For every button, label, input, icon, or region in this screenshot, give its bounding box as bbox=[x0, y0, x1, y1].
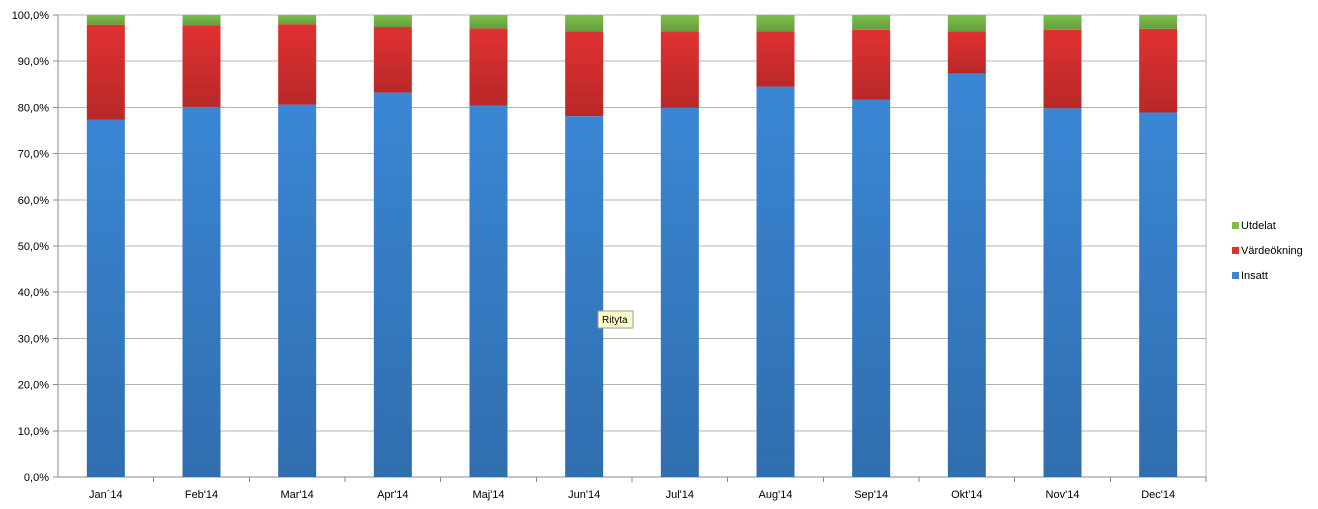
bar-utdelat bbox=[1139, 15, 1178, 29]
bar-v-rde-kning bbox=[1043, 29, 1082, 109]
bar-v-rde-kning bbox=[947, 31, 986, 74]
legend-label: Insatt bbox=[1241, 270, 1268, 282]
y-tick-label: 50,0% bbox=[18, 241, 49, 253]
bar-v-rde-kning bbox=[373, 27, 412, 93]
bar-v-rde-kning bbox=[278, 24, 317, 105]
bar-utdelat bbox=[660, 15, 699, 32]
bar-utdelat bbox=[278, 15, 317, 25]
bar-insatt bbox=[86, 119, 125, 478]
bar-utdelat bbox=[947, 15, 986, 32]
y-tick-label: 90,0% bbox=[18, 56, 49, 68]
tooltip-text: Rityta bbox=[602, 315, 628, 326]
x-tick-label: Mar'14 bbox=[281, 489, 314, 501]
legend-swatch bbox=[1232, 222, 1239, 229]
bar-insatt bbox=[1139, 112, 1178, 478]
bar-v-rde-kning bbox=[852, 29, 891, 100]
bar-utdelat bbox=[469, 15, 508, 29]
bar-v-rde-kning bbox=[565, 31, 604, 117]
bar-utdelat bbox=[373, 15, 412, 28]
legend-swatch bbox=[1232, 272, 1239, 279]
bar-v-rde-kning bbox=[660, 31, 699, 108]
bar-utdelat bbox=[86, 15, 125, 25]
bar-v-rde-kning bbox=[182, 25, 221, 107]
x-tick-label: Jun'14 bbox=[568, 489, 600, 501]
y-tick-label: 10,0% bbox=[18, 426, 49, 438]
bar-v-rde-kning bbox=[756, 31, 795, 87]
bar-insatt bbox=[756, 86, 795, 478]
bar-v-rde-kning bbox=[86, 24, 125, 120]
bar-utdelat bbox=[182, 15, 221, 26]
x-tick-label: Nov'14 bbox=[1046, 489, 1080, 501]
bar-insatt bbox=[852, 99, 891, 478]
x-tick-label: Feb'14 bbox=[185, 489, 218, 501]
x-tick-label: Dec'14 bbox=[1141, 489, 1175, 501]
y-tick-label: 70,0% bbox=[18, 149, 49, 161]
legend-swatch bbox=[1232, 247, 1239, 254]
y-tick-label: 100,0% bbox=[12, 10, 50, 22]
y-tick-label: 20,0% bbox=[18, 380, 49, 392]
y-tick-label: 30,0% bbox=[18, 333, 49, 345]
y-tick-label: 80,0% bbox=[18, 102, 49, 114]
y-tick-label: 0,0% bbox=[24, 472, 49, 484]
x-tick-label: Jan´14 bbox=[89, 489, 123, 501]
x-tick-label: Sep'14 bbox=[854, 489, 888, 501]
bar-utdelat bbox=[756, 15, 795, 32]
bar-utdelat bbox=[1043, 15, 1082, 30]
y-tick-label: 40,0% bbox=[18, 287, 49, 299]
x-tick-label: Okt'14 bbox=[951, 489, 982, 501]
x-tick-label: Maj'14 bbox=[472, 489, 504, 501]
bar-v-rde-kning bbox=[1139, 28, 1178, 113]
x-tick-label: Aug'14 bbox=[759, 489, 793, 501]
tooltip-box bbox=[597, 310, 634, 329]
bar-insatt bbox=[278, 104, 317, 478]
bar-insatt bbox=[182, 106, 221, 478]
bar-insatt bbox=[1043, 108, 1082, 477]
bar-insatt bbox=[565, 116, 604, 477]
bar-insatt bbox=[469, 105, 508, 477]
legend-label: Utdelat bbox=[1241, 220, 1276, 232]
y-tick-label: 60,0% bbox=[18, 195, 49, 207]
bar-v-rde-kning bbox=[469, 28, 508, 106]
bar-utdelat bbox=[565, 15, 604, 32]
x-tick-label: Apr'14 bbox=[377, 489, 408, 501]
bar-insatt bbox=[660, 107, 699, 477]
bar-utdelat bbox=[852, 15, 891, 30]
bar-insatt bbox=[373, 92, 412, 477]
legend-label: Värdeökning bbox=[1241, 245, 1303, 257]
x-tick-label: Jul'14 bbox=[666, 489, 694, 501]
bar-insatt bbox=[947, 73, 986, 477]
